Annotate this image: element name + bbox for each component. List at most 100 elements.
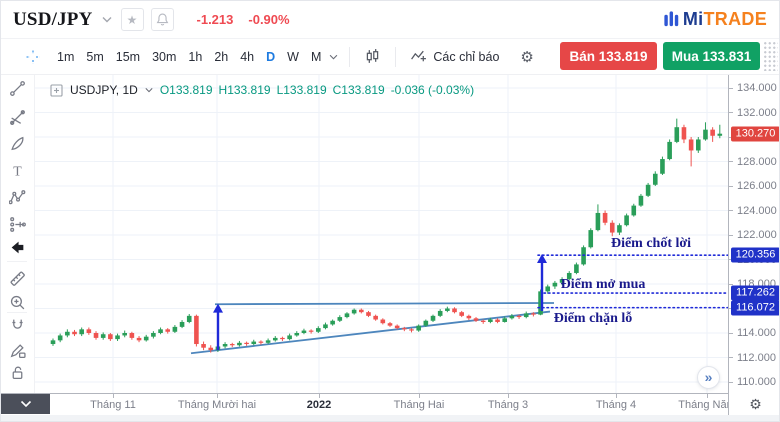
forecast-icon — [10, 217, 26, 232]
timeframe-more-button[interactable] — [327, 52, 340, 62]
price-axis-label: 117.262 — [731, 285, 779, 301]
axis-corner: ⚙ — [728, 393, 779, 415]
tool-fib-tools[interactable] — [5, 105, 30, 130]
tool-xabcd-pattern[interactable] — [5, 185, 30, 210]
buy-button[interactable]: Mua 133.831 — [663, 42, 760, 70]
tool-hide-panel[interactable] — [5, 235, 30, 260]
tool-forecast[interactable] — [5, 212, 30, 237]
chart-annotation: Điểm chặn lỗ — [553, 311, 633, 326]
xabcd-pattern-icon — [9, 190, 26, 205]
chevron-down-icon — [20, 400, 31, 408]
chart-legend: USDJPY, 1D O133.819 H133.819 L133.819 C133.… — [50, 83, 480, 97]
tool-text[interactable]: T — [5, 158, 30, 183]
header: USD/JPY ★ -1.213 -0.90% MiTRADE — [1, 1, 779, 39]
star-icon: ★ — [126, 12, 138, 27]
toolbar-group-separator — [7, 312, 27, 313]
time-tick — [616, 394, 617, 398]
price-tick: 112.000 — [729, 352, 776, 364]
time-axis-label: 2022 — [306, 399, 332, 411]
indicators-icon — [411, 50, 427, 62]
tool-trend-line[interactable] — [5, 76, 30, 101]
time-tick — [707, 394, 708, 398]
collapse-toolbar-button[interactable] — [1, 394, 50, 414]
price-change: -1.213 — [196, 12, 234, 27]
timeframe-W[interactable]: W — [281, 46, 305, 68]
timeframe-4h[interactable]: 4h — [234, 46, 260, 68]
time-axis-label: Tháng Năm — [678, 399, 736, 411]
price-axis-label: 116.072 — [731, 300, 779, 316]
legend-ohlc-item: -0.036 (-0.03%) — [390, 83, 475, 97]
time-axis-label: Tháng 3 — [487, 399, 529, 411]
drawing-toolbar: T — [1, 75, 35, 393]
time-axis-label: Tháng Hai — [393, 399, 445, 411]
crosshair-icon — [26, 50, 40, 63]
drawing-lock-icon — [10, 344, 26, 359]
alert-button[interactable] — [150, 8, 174, 31]
gear-icon: ⚙ — [749, 395, 762, 412]
scroll-to-latest-button[interactable]: » — [697, 366, 720, 389]
svg-text:T: T — [13, 163, 22, 178]
price-tick: 110.000 — [729, 376, 776, 388]
timeframe-1m[interactable]: 1m — [51, 46, 80, 68]
chart-settings-button[interactable]: ⚙ — [514, 47, 539, 67]
text-icon: T — [13, 163, 22, 178]
price-tick: 124.000 — [729, 205, 777, 217]
legend-ohlc-item: L133.819 — [276, 83, 327, 97]
double-chevron-right-icon: » — [704, 369, 713, 385]
tool-drawing-lock[interactable] — [5, 338, 30, 363]
hide-panel-icon — [11, 241, 24, 254]
time-axis-label: Tháng 4 — [595, 399, 637, 411]
timeframe-2h[interactable]: 2h — [208, 46, 234, 68]
chart-canvas[interactable]: USDJPY, 1D O133.819 H133.819 L133.819 C133.… — [34, 75, 728, 393]
fib-tools-icon — [10, 110, 25, 125]
brand-logo: MiTRADE — [663, 9, 767, 30]
brush-icon — [11, 136, 24, 151]
legend-symbol[interactable]: USDJPY, 1D — [70, 83, 138, 97]
timeframe-D[interactable]: D — [260, 46, 281, 68]
sell-button[interactable]: Bán 133.819 — [560, 42, 657, 70]
axis-settings-button[interactable]: ⚙ — [749, 396, 762, 413]
time-tick — [508, 394, 509, 398]
time-axis-label: Tháng 11 — [90, 399, 136, 411]
tool-magnet[interactable] — [5, 313, 30, 338]
drag-handle[interactable] — [763, 41, 778, 71]
favorite-button[interactable]: ★ — [120, 8, 144, 31]
timeframe-list: 1m 5m 15m 30m 1h 2h 4h D W M — [51, 46, 327, 68]
price-tick: 126.000 — [729, 180, 777, 192]
time-axis[interactable]: Tháng 11 Tháng Mười hai 2022 Tháng Hai Tháng… — [1, 393, 779, 416]
price-tick: 114.000 — [729, 327, 776, 339]
crosshair-tool-button[interactable] — [23, 47, 43, 67]
brand-icon — [664, 11, 679, 27]
symbol-dropdown-button[interactable] — [100, 14, 114, 25]
trade-buttons: Bán 133.819 Mua 133.831 — [560, 42, 760, 70]
price-axis-label: 130.270 — [731, 126, 779, 142]
lock-all-icon — [12, 366, 23, 379]
brand-text-trade: TRADE — [703, 9, 767, 29]
price-tick: 134.000 — [729, 82, 777, 94]
tool-zoom-in[interactable] — [5, 290, 30, 315]
chevron-down-icon[interactable] — [145, 87, 153, 93]
price-tick: 128.000 — [729, 156, 777, 168]
chart-style-button[interactable] — [359, 44, 386, 69]
tool-brush[interactable] — [5, 131, 30, 156]
timeframe-30m[interactable]: 30m — [146, 46, 182, 68]
time-tick — [113, 394, 114, 398]
ruler-icon — [10, 271, 25, 286]
time-tick — [319, 394, 320, 398]
indicators-button[interactable]: Các chỉ báo — [405, 44, 504, 69]
gear-icon: ⚙ — [520, 48, 534, 66]
price-axis[interactable]: 134.000132.000130.000128.000126.000124.0… — [728, 75, 779, 393]
timeframe-5m[interactable]: 5m — [80, 46, 109, 68]
tool-lock-all[interactable] — [5, 360, 30, 385]
trend-line-icon — [10, 81, 25, 96]
legend-ohlc-item: H133.819 — [218, 83, 271, 97]
toolbar-separator — [395, 46, 397, 67]
chart-annotation: Điểm mở mua — [560, 277, 646, 292]
tool-ruler[interactable] — [5, 266, 30, 291]
timeframe-15m[interactable]: 15m — [110, 46, 146, 68]
timeframe-1h[interactable]: 1h — [182, 46, 208, 68]
timeframe-M[interactable]: M — [305, 46, 327, 68]
price-tick: 122.000 — [729, 229, 777, 241]
legend-expand-icon[interactable] — [50, 83, 63, 97]
